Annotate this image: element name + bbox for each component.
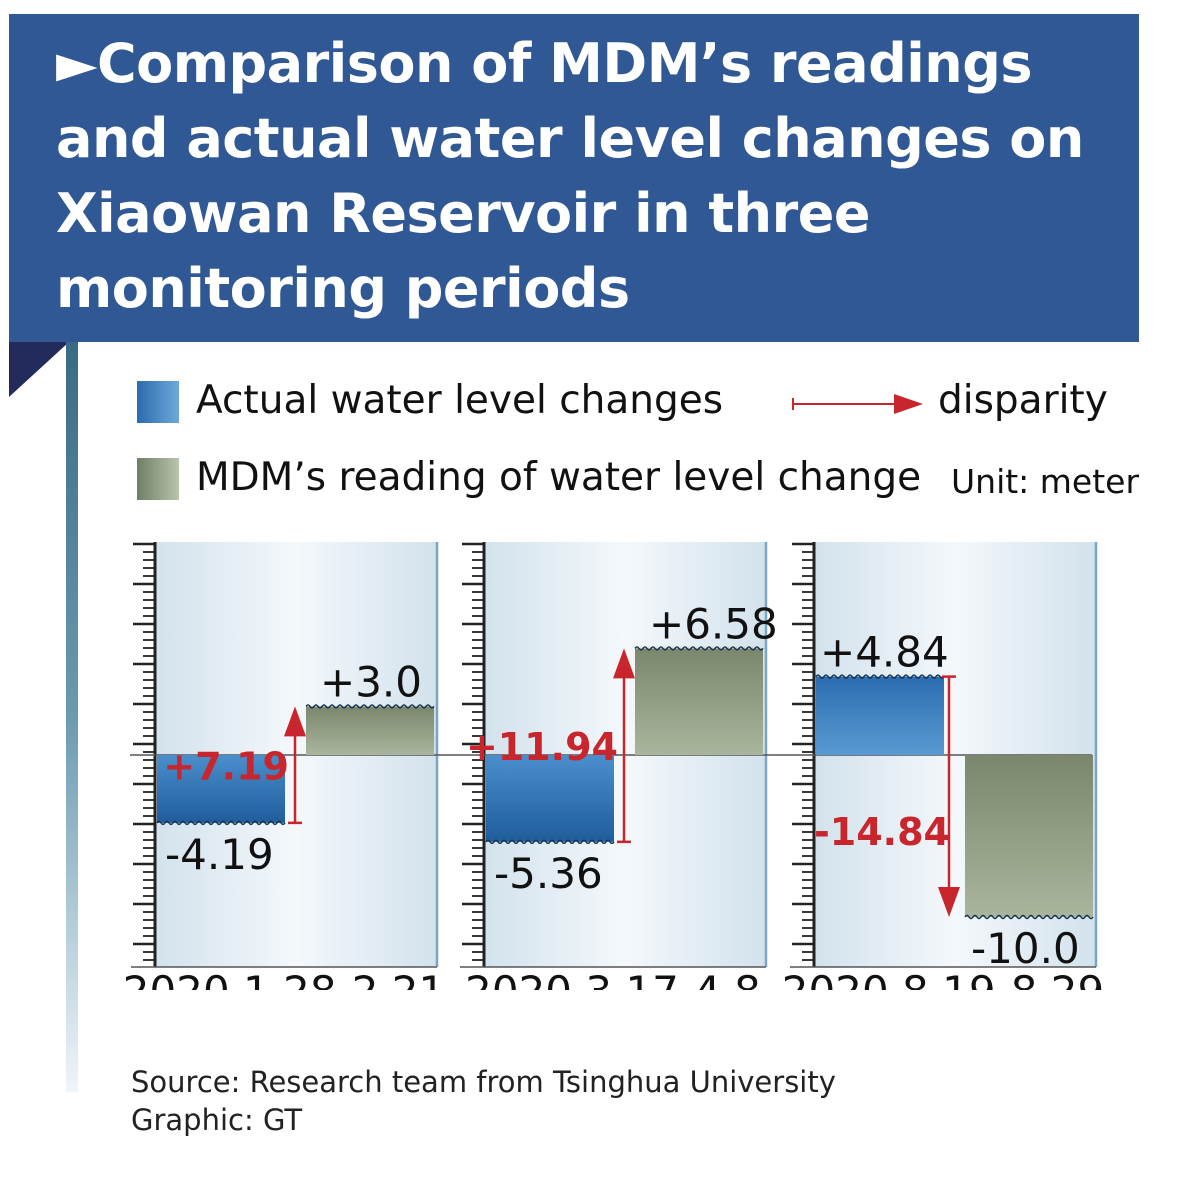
mdm-bar (306, 706, 434, 755)
actual-value-label: -4.19 (165, 830, 274, 879)
disparity-value-label: +7.19 (163, 745, 289, 789)
water-surface (305, 704, 435, 709)
water-surface (156, 820, 286, 826)
actual-bar (157, 755, 285, 823)
legend-mdm-label: MDM’s reading of water level change (196, 455, 922, 500)
mdm-bar (635, 648, 763, 755)
legend-actual-label: Actual water level changes (196, 378, 724, 423)
actual-bar (486, 755, 614, 842)
legend-mdm-swatch (137, 458, 179, 500)
actual-value-label: -5.36 (494, 849, 603, 898)
disparity-arrow (613, 648, 635, 844)
left-accent-bar (66, 342, 78, 1092)
water-surface (485, 839, 615, 845)
actual-bar (816, 676, 944, 755)
source-text: Source: Research team from Tsinghua Univ… (131, 1065, 836, 1099)
disparity-value-label: -14.84 (814, 810, 950, 854)
mdm-bar (965, 755, 1093, 917)
title-banner (9, 14, 1139, 342)
legend-disparity-arrow (792, 394, 923, 414)
water-surface (634, 646, 764, 651)
actual-value-label: +4.84 (820, 628, 949, 677)
water-surface (964, 914, 1094, 920)
chart-area: -4.19 +3.0 +7.19 2020.1.28-2.21 -5.36 +6.58 +1… (123, 542, 1104, 990)
chart-title: ►Comparison of MDM’s readings and actual… (56, 32, 1084, 320)
graphic-credit: Graphic: GT (131, 1103, 303, 1137)
period-label: 2020.3.17-4.8 (465, 967, 761, 990)
disparity-arrow (938, 675, 960, 917)
water-surface (815, 674, 945, 679)
disparity-arrow (284, 706, 306, 825)
unit-label: Unit: meter (951, 462, 1140, 501)
period-label: 2020.1.28-2.21 (123, 967, 445, 990)
disparity-value-label: +11.94 (466, 725, 618, 769)
mdm-value-label: +6.58 (649, 599, 778, 648)
legend-disparity-label: disparity (938, 378, 1108, 423)
period-label: 2020.8.19-8.29 (782, 967, 1104, 990)
mdm-value-label: +3.0 (320, 657, 422, 706)
banner-fold (9, 342, 69, 397)
legend-actual-swatch (137, 381, 179, 423)
mdm-value-label: -10.0 (971, 924, 1080, 973)
